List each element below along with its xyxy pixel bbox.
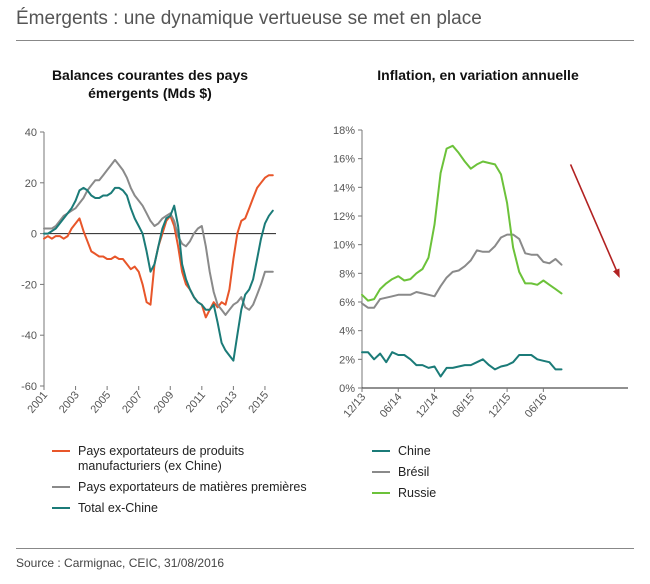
x-tick-label: 12/14 — [414, 391, 441, 420]
x-tick-label: 06/14 — [378, 391, 405, 420]
legend-entry-3: Total ex-Chine — [78, 501, 158, 515]
y-tick-label: -20 — [21, 279, 37, 291]
chart-title: Balances courantes des pays — [52, 67, 248, 83]
y-tick-label: 2% — [339, 354, 355, 366]
x-tick-label: 2005 — [88, 389, 113, 415]
chart-title: émergents (Mds $) — [88, 85, 212, 101]
x-tick-label: 2001 — [25, 389, 50, 415]
y-tick-label: -60 — [21, 381, 37, 393]
series-line-3 — [361, 144, 563, 302]
y-tick-label: 40 — [25, 127, 37, 139]
y-tick-label: 10% — [333, 240, 355, 252]
footer-divider — [16, 548, 634, 549]
y-tick-label: 6% — [339, 297, 355, 309]
y-tick-label: 0 — [31, 229, 37, 241]
x-tick-label: 2013 — [215, 389, 240, 415]
legend-entry-2: Brésil — [398, 465, 429, 479]
chart-current-accounts: Balances courantes des pays émergents (Md… — [21, 67, 306, 515]
y-tick-label: 18% — [333, 125, 355, 137]
y-tick-label: 8% — [339, 268, 355, 280]
y-tick-label: 16% — [333, 154, 355, 166]
legend-entry-1: Pays exportateurs de produits — [78, 444, 244, 458]
y-tick-label: -40 — [21, 330, 37, 342]
x-tick-label: 2009 — [152, 389, 177, 415]
x-tick-label: 2003 — [57, 389, 82, 415]
y-tick-label: 20 — [25, 178, 37, 190]
series-line-3 — [43, 186, 274, 362]
x-tick-label: 06/15 — [450, 391, 477, 420]
x-tick-label: 2007 — [120, 389, 145, 415]
x-tick-label: 2015 — [246, 389, 271, 415]
legend-entry-2: Pays exportateurs de matières premières — [78, 480, 307, 494]
chart-title: Inflation, en variation annuelle — [377, 67, 579, 83]
legend-entry-1: manufacturiers (ex Chine) — [78, 459, 222, 473]
chart-inflation: Inflation, en variation annuelle 18% 16% 14… — [333, 67, 628, 500]
x-tick-label: 2011 — [184, 389, 208, 415]
series-line-2 — [361, 233, 563, 309]
x-tick-label: 12/15 — [486, 391, 513, 420]
series-line-2 — [43, 158, 274, 316]
x-tick-label: 06/16 — [523, 391, 550, 420]
legend-entry-3: Russie — [398, 486, 436, 500]
y-tick-label: 14% — [333, 182, 355, 194]
header-divider — [16, 40, 634, 41]
y-tick-label: 4% — [339, 326, 355, 338]
page-title: Émergents : une dynamique vertueuse se m… — [16, 8, 482, 29]
y-tick-label: 0% — [339, 383, 355, 395]
trend-arrow — [569, 164, 620, 279]
x-tick-label: 12/13 — [341, 391, 368, 420]
source-note: Source : Carmignac, CEIC, 31/08/2016 — [16, 556, 225, 570]
legend-entry-1: Chine — [398, 444, 431, 458]
y-tick-label: 12% — [333, 211, 355, 223]
series-line-1 — [361, 351, 563, 378]
